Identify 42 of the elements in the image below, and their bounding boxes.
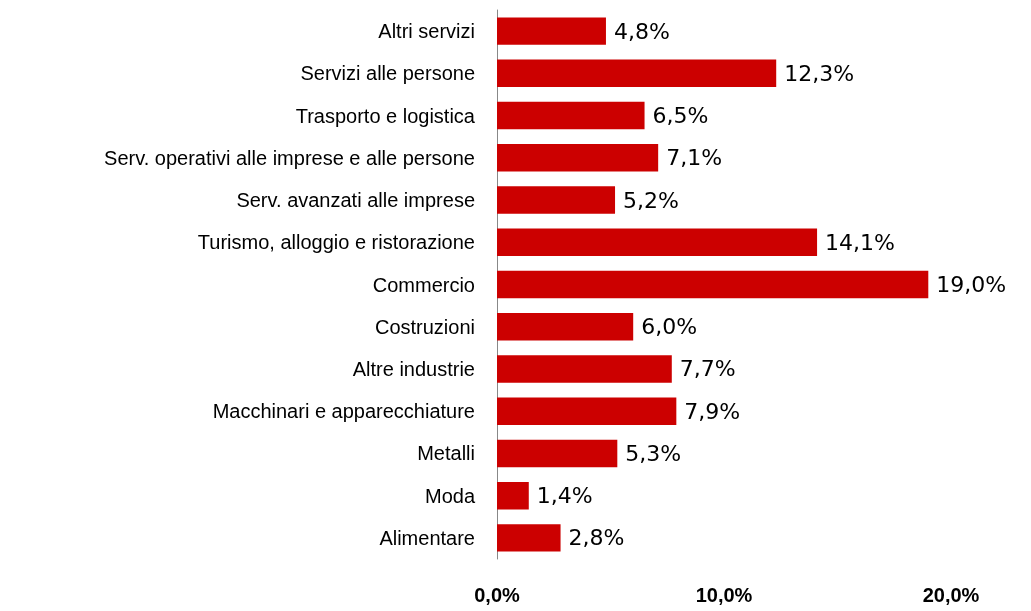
- data-label: 7,9%: [684, 398, 741, 424]
- bar: [497, 228, 818, 256]
- bar: [497, 270, 929, 299]
- data-label: 7,1%: [666, 145, 723, 171]
- y-tick-label: Alimentare: [379, 526, 475, 549]
- bar: [497, 439, 618, 468]
- data-label: 5,3%: [625, 440, 682, 466]
- y-tick-label: Metalli: [417, 442, 475, 465]
- bar: [497, 59, 777, 88]
- data-label: 6,5%: [652, 103, 709, 129]
- data-label: 14,1%: [825, 229, 895, 255]
- data-label: 7,7%: [679, 356, 736, 382]
- bar: [497, 101, 645, 130]
- bar: [497, 481, 529, 510]
- y-tick-label: Altre industrie: [352, 357, 475, 380]
- y-tick-label: Commercio: [372, 273, 475, 296]
- y-tick-label: Costruzioni: [374, 315, 475, 338]
- bar: [497, 186, 616, 214]
- data-label: 12,3%: [784, 60, 855, 86]
- bar: [497, 397, 677, 425]
- x-tick-label: 20,0%: [922, 584, 980, 606]
- x-tick-label: 0,0%: [474, 584, 521, 606]
- data-label: 19,0%: [936, 272, 1007, 297]
- y-tick-label: Macchinari e apparecchiature: [212, 400, 475, 423]
- y-tick-label: Serv. avanzati alle imprese: [236, 189, 475, 212]
- y-tick-label: Turismo, alloggio e ristorazione: [197, 231, 475, 254]
- y-tick-label: Servizi alle persone: [300, 62, 475, 85]
- bar: [497, 313, 634, 341]
- data-label: 4,8%: [613, 18, 670, 44]
- y-tick-label: Moda: [424, 484, 476, 507]
- bar: [497, 524, 561, 552]
- bar: [497, 17, 606, 45]
- bar: [497, 144, 659, 172]
- data-label: 1,4%: [536, 483, 593, 509]
- bar: [497, 355, 672, 383]
- y-tick-label: Altri servizi: [378, 20, 475, 43]
- y-tick-label: Serv. operativi alle imprese e alle persone: [104, 146, 475, 169]
- data-label: 2,8%: [568, 525, 625, 551]
- x-tick-label: 10,0%: [695, 584, 753, 606]
- data-label: 5,2%: [623, 187, 679, 213]
- y-tick-label: Trasporto e logistica: [295, 104, 476, 127]
- data-label: 6,0%: [641, 314, 698, 340]
